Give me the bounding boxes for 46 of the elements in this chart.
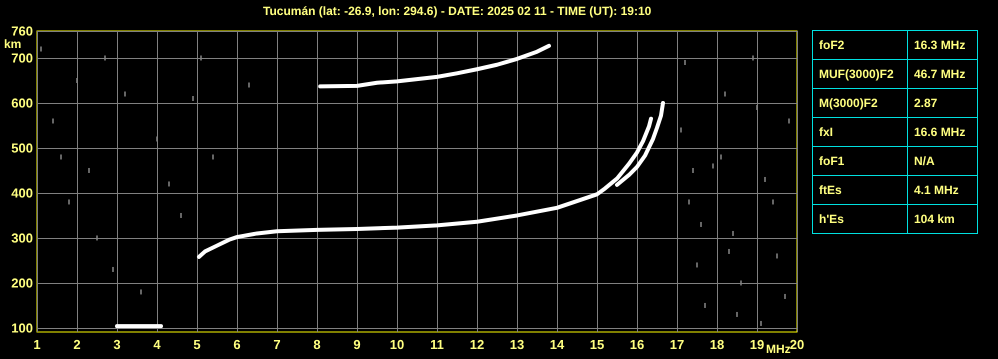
x-tick-label: 3 <box>113 337 121 352</box>
text: N/A <box>908 146 978 176</box>
y-axis-title: km <box>4 37 22 51</box>
text: 104 km <box>908 204 978 234</box>
text: fxI <box>812 118 908 146</box>
y-tick-label: 500 <box>11 140 33 156</box>
text: MUF(3000)F2 <box>812 60 908 88</box>
text: foF2 <box>812 30 908 60</box>
x-tick-label: 9 <box>353 337 361 352</box>
x-tick-label: 7 <box>273 337 281 352</box>
y-tick-label: 100 <box>11 320 33 336</box>
y-tick-label: 400 <box>11 185 33 200</box>
text: ftEs <box>812 176 908 204</box>
x-tick-label: 6 <box>233 337 241 352</box>
x-tick-label: 8 <box>313 337 321 352</box>
x-tick-label: 17 <box>670 337 684 352</box>
text: 4.1 MHz <box>908 176 978 204</box>
x-tick-label: 4 <box>153 337 162 352</box>
x-tick-label: 15 <box>590 337 604 352</box>
text: M(3000)F2 <box>812 88 908 118</box>
chart-title: Tucumán (lat: -26.9, lon: 294.6) - DATE: 2025 02 11 - TIME (UT): 19:10 <box>263 4 652 18</box>
x-axis-title: MHz <box>766 342 791 356</box>
text: 16.6 MHz <box>908 118 978 146</box>
text: 2.87 <box>908 88 978 118</box>
x-tick-label: 1 <box>33 337 41 352</box>
x-tick-label: 2 <box>73 337 81 352</box>
y-tick-label: 700 <box>11 50 33 66</box>
x-tick-label: 13 <box>510 337 524 352</box>
text: foF1 <box>812 146 908 176</box>
x-tick-label: 12 <box>470 337 484 352</box>
text: 46.7 MHz <box>908 60 978 88</box>
x-tick-label: 10 <box>390 337 404 352</box>
x-tick-label: 19 <box>750 337 764 352</box>
x-tick-label: 16 <box>630 337 644 352</box>
x-tick-label: 18 <box>710 337 724 352</box>
y-tick-label: 200 <box>11 275 33 290</box>
line-series <box>318 44 551 88</box>
x-tick-label: 20 <box>790 337 804 352</box>
x-tick-label: 14 <box>550 337 565 352</box>
text: 16.3 MHz <box>908 30 978 60</box>
y-tick-label: 600 <box>11 95 33 110</box>
x-tick-label: 11 <box>430 337 444 352</box>
x-tick-label: 5 <box>193 337 201 352</box>
y-tick-label: 300 <box>11 230 33 246</box>
text: h'Es <box>812 204 908 234</box>
y-tick-label: 760 <box>11 24 33 38</box>
